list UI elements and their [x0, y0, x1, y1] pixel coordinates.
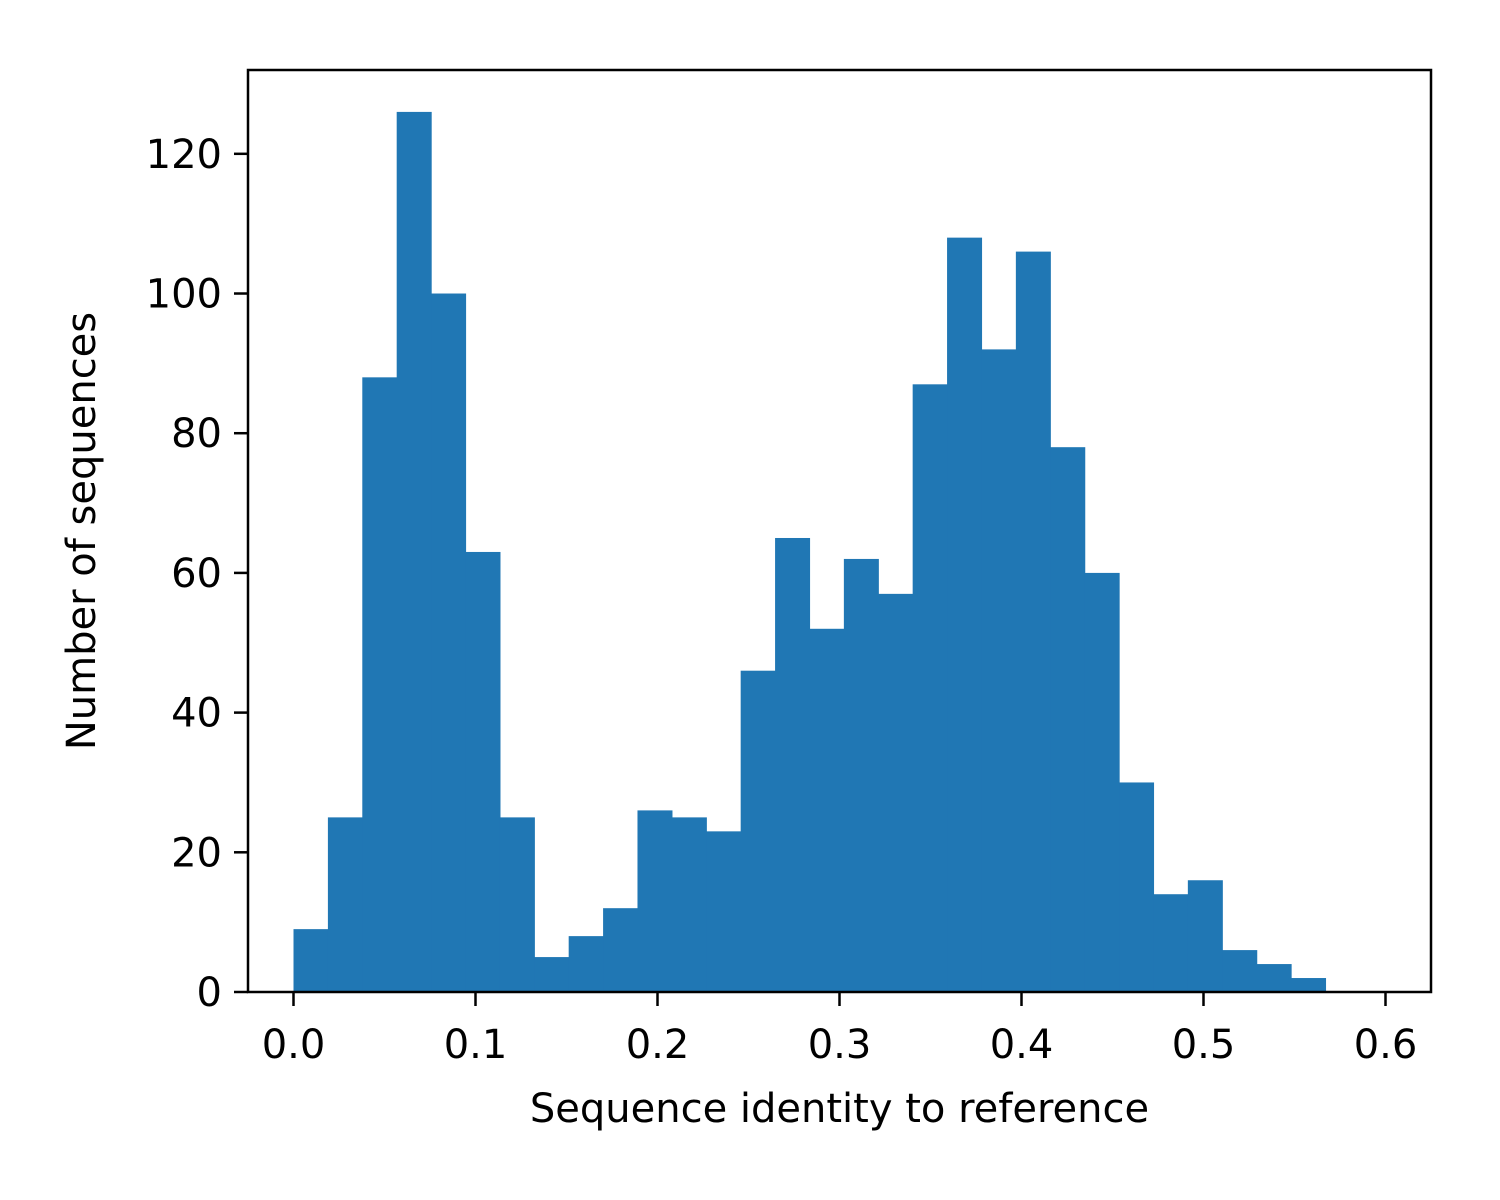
histogram-bar: [362, 377, 398, 992]
y-tick-label: 20: [171, 830, 222, 876]
histogram-bar: [1050, 447, 1086, 992]
histogram-bar: [1015, 251, 1051, 992]
x-tick-label: 0.2: [626, 1022, 690, 1068]
y-axis-label: Number of sequences: [59, 312, 105, 750]
histogram-bar: [1153, 894, 1189, 992]
histogram-bar: [534, 957, 570, 992]
histogram-bar: [431, 293, 467, 992]
y-tick-label: 100: [146, 272, 222, 318]
x-axis-ticks: 0.0 0.1 0.2 0.3 0.4 0.5 0.6: [262, 992, 1418, 1068]
histogram-bar: [499, 817, 535, 992]
y-tick-label: 80: [171, 411, 222, 457]
histogram-bar: [603, 908, 639, 992]
x-tick-label: 0.4: [990, 1022, 1054, 1068]
x-tick-label: 0.3: [808, 1022, 872, 1068]
histogram-bar: [1222, 950, 1258, 992]
x-tick-label: 0.5: [1172, 1022, 1236, 1068]
histogram-bars: [293, 111, 1327, 993]
histogram-bar: [809, 628, 845, 992]
histogram-bar: [775, 537, 811, 992]
y-tick-label: 120: [146, 132, 222, 178]
histogram-bar: [843, 558, 879, 992]
x-axis-label: Sequence identity to reference: [530, 1086, 1149, 1132]
histogram-bar: [947, 237, 983, 993]
x-tick-label: 0.1: [444, 1022, 508, 1068]
histogram-bar: [396, 111, 432, 993]
histogram-bar: [740, 670, 776, 992]
y-tick-label: 0: [197, 970, 222, 1016]
histogram-bar: [671, 817, 707, 992]
histogram-bar: [568, 936, 604, 992]
y-tick-label: 40: [171, 691, 222, 737]
histogram-bar: [293, 929, 329, 992]
y-tick-label: 60: [171, 551, 222, 597]
histogram-bar: [1187, 880, 1223, 992]
x-tick-label: 0.6: [1354, 1022, 1418, 1068]
histogram-bar: [1084, 572, 1120, 992]
histogram-bar: [706, 831, 742, 992]
histogram-bar: [1291, 978, 1327, 992]
histogram-bar: [327, 817, 363, 992]
histogram-bar: [912, 384, 948, 992]
histogram-bar: [878, 593, 914, 992]
histogram-bar: [1256, 964, 1292, 992]
histogram-bar: [465, 551, 501, 992]
x-tick-label: 0.0: [262, 1022, 326, 1068]
histogram-bar: [1119, 782, 1155, 992]
y-axis-ticks: 0 20 40 60 80 100 120: [146, 132, 248, 1016]
histogram-bar: [981, 349, 1017, 993]
histogram-bar: [637, 810, 673, 992]
